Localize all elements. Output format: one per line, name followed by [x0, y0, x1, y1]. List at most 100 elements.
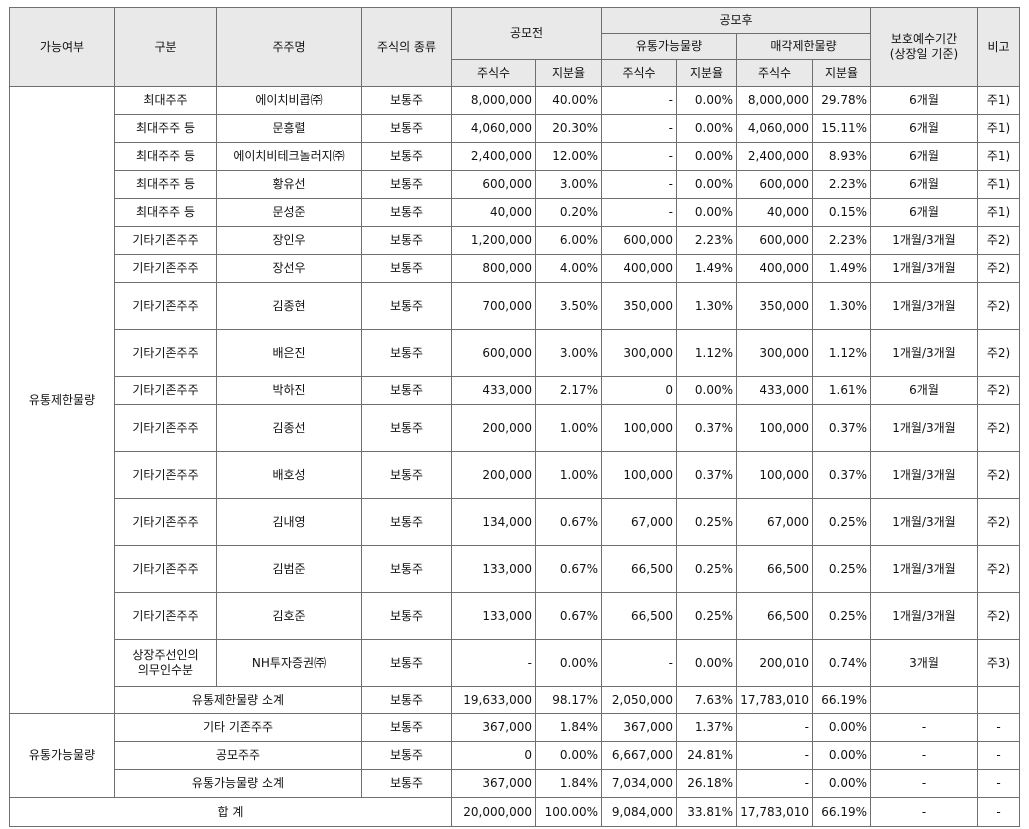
cell-category: 유통가능물량 소계 — [114, 769, 362, 798]
header-stock-type: 주식의 종류 — [361, 7, 452, 87]
cell-trad-shares: 367,000 — [601, 713, 677, 742]
table-row: 기타기존주주 김종현 보통주 700,000 3.50% 350,000 1.30% 350,… — [10, 282, 1020, 330]
cell-lockup: 3개월 — [870, 639, 978, 687]
header-pre-ipo: 공모전 — [451, 7, 602, 60]
cell-rest-shares: 600,000 — [736, 170, 813, 199]
table-row: 기타기존주주 김내영 보통주 134,000 0.67% 67,000 0.25% 67,00… — [10, 498, 1020, 546]
cell-pre-shares: 433,000 — [451, 376, 536, 405]
cell-note: - — [977, 797, 1020, 827]
cell-category: 최대주주 등 — [114, 198, 217, 227]
header-pre-shares: 주식수 — [451, 59, 536, 87]
cell-note — [977, 686, 1020, 714]
cell-rest-shares: 300,000 — [736, 329, 813, 377]
cell-pre-shares: 2,400,000 — [451, 142, 536, 171]
cell-pre-ratio: 3.50% — [535, 282, 602, 330]
cell-holder: 김종현 — [216, 282, 362, 330]
cell-pre-ratio: 1.00% — [535, 451, 602, 499]
cell-note: 주2) — [977, 376, 1020, 405]
cell-holder: 황유선 — [216, 170, 362, 199]
header-post-ipo: 공모후 — [601, 7, 871, 34]
cell-rest-shares: 40,000 — [736, 198, 813, 227]
cell-trad-shares: - — [601, 142, 677, 171]
header-availability: 가능여부 — [9, 7, 115, 87]
cell-trad-ratio: 0.37% — [676, 404, 737, 452]
cell-note: 주3) — [977, 639, 1020, 687]
table-row: 유통가능물량 기타 기존주주 보통주 367,000 1.84% 367,000 1.37%… — [9, 713, 1020, 798]
cell-pre-shares: 200,000 — [451, 404, 536, 452]
cell-rest-shares: - — [736, 769, 813, 798]
cell-rest-ratio: 0.74% — [812, 639, 871, 687]
cell-category: 공모주주 — [114, 741, 362, 770]
cell-pre-ratio: 0.67% — [535, 545, 602, 593]
cell-stock-type: 보통주 — [361, 170, 452, 199]
cell-category: 기타기존주주 — [114, 329, 217, 377]
cell-rest-ratio: 0.25% — [812, 592, 871, 640]
cell-pre-shares: 20,000,000 — [451, 797, 536, 827]
cell-rest-shares: 67,000 — [736, 498, 813, 546]
cell-rest-ratio: 0.37% — [812, 404, 871, 452]
cell-pre-ratio: 3.00% — [535, 329, 602, 377]
table-body: 유통제한물량 최대주주 에이치비콥㈜ 보통주 8,000,000 40.00% -0.00%… — [9, 86, 1020, 827]
cell-pre-ratio: 98.17% — [535, 686, 602, 714]
cell-lockup: 1개월/3개월 — [870, 329, 978, 377]
cell-trad-shares: 67,000 — [601, 498, 677, 546]
cell-holder: 김내영 — [216, 498, 362, 546]
cell-pre-shares: 4,060,000 — [451, 114, 536, 143]
cell-stock-type: 보통주 — [361, 254, 452, 283]
cell-trad-ratio: 7.63% — [676, 686, 737, 714]
header-lockup-line1: 보호예수기간 — [890, 32, 958, 46]
group-label-restricted: 유통제한물량 — [9, 86, 115, 714]
table-row: 기타기존주주 배은진 보통주 600,000 3.00% 300,000 1.12% 300,… — [10, 329, 1020, 377]
cell-trad-shares: 100,000 — [601, 451, 677, 499]
cell-pre-shares: 133,000 — [451, 592, 536, 640]
cell-pre-ratio: 0.00% — [535, 639, 602, 687]
cell-rest-ratio: 29.78% — [812, 86, 871, 115]
cell-stock-type: 보통주 — [361, 226, 452, 255]
table-row: 최대주주 등 문성준 보통주 40,000 0.20% -0.00% 40,000 0.15%… — [10, 198, 1020, 227]
cell-trad-shares: - — [601, 170, 677, 199]
cell-stock-type: 보통주 — [361, 713, 452, 742]
cell-trad-shares: - — [601, 114, 677, 143]
cell-stock-type: 보통주 — [361, 114, 452, 143]
cell-note: - — [977, 741, 1020, 770]
header-holder: 주주명 — [216, 7, 362, 87]
cell-note: 주2) — [977, 226, 1020, 255]
cell-rest-ratio: 0.00% — [812, 741, 871, 770]
cell-trad-shares: 100,000 — [601, 404, 677, 452]
cell-rest-ratio: 15.11% — [812, 114, 871, 143]
cell-trad-ratio: 0.00% — [676, 114, 737, 143]
cell-pre-ratio: 40.00% — [535, 86, 602, 115]
cell-lockup: 6개월 — [870, 376, 978, 405]
cell-trad-ratio: 1.37% — [676, 713, 737, 742]
cell-trad-shares: 7,034,000 — [601, 769, 677, 798]
table-row: 최대주주 등 황유선 보통주 600,000 3.00% -0.00% 600,000 2.2… — [10, 170, 1020, 199]
cell-trad-shares: 400,000 — [601, 254, 677, 283]
cell-trad-ratio: 0.00% — [676, 142, 737, 171]
cell-lockup: 1개월/3개월 — [870, 282, 978, 330]
cell-trad-shares: 600,000 — [601, 226, 677, 255]
cell-lockup: 1개월/3개월 — [870, 404, 978, 452]
cell-pre-shares: 0 — [451, 741, 536, 770]
cell-rest-ratio: 0.00% — [812, 769, 871, 798]
cell-lockup: 1개월/3개월 — [870, 254, 978, 283]
cell-trad-ratio: 0.25% — [676, 592, 737, 640]
table-row: 상장주선인의 의무인수분 NH투자증권㈜ 보통주 -0.00% -0.00% 200,010… — [10, 639, 1020, 687]
cell-category: 최대주주 등 — [114, 142, 217, 171]
cell-trad-ratio: 0.25% — [676, 545, 737, 593]
cell-pre-ratio: 2.17% — [535, 376, 602, 405]
cell-stock-type: 보통주 — [361, 498, 452, 546]
cell-trad-ratio: 0.00% — [676, 639, 737, 687]
cell-holder: 장선우 — [216, 254, 362, 283]
cell-holder: NH투자증권㈜ — [216, 639, 362, 687]
cell-category: 기타기존주주 — [114, 592, 217, 640]
table-row: 기타기존주주 김호준 보통주 133,000 0.67% 66,500 0.25% 66,50… — [10, 592, 1020, 640]
cell-lockup: 1개월/3개월 — [870, 498, 978, 546]
cell-rest-ratio: 1.49% — [812, 254, 871, 283]
cell-rest-shares: 17,783,010 — [736, 797, 813, 827]
cell-trad-shares: - — [601, 639, 677, 687]
cell-trad-ratio: 0.37% — [676, 451, 737, 499]
cell-rest-ratio: 66.19% — [812, 797, 871, 827]
cell-rest-ratio: 0.37% — [812, 451, 871, 499]
table-row: 기타기존주주 김종선 보통주 200,000 1.00% 100,000 0.37% 100,… — [10, 404, 1020, 452]
header-category: 구분 — [114, 7, 217, 87]
